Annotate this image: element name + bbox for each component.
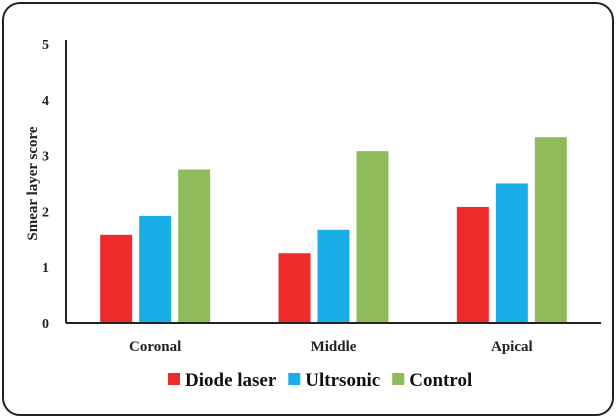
bar-ultrsonic-apical [495, 183, 528, 323]
bar-group [100, 137, 567, 323]
y-tick-labels: 0 1 2 3 4 5 [42, 38, 49, 332]
bar-control-middle [356, 151, 389, 323]
x-tick-labels: Coronal Middle Apical [129, 339, 533, 355]
bar-diode-laser-coronal [100, 234, 133, 323]
legend: Diode laser Ultrsonic Control [168, 370, 472, 391]
y-tick-label: 1 [42, 261, 49, 276]
y-tick-label: 3 [42, 150, 49, 165]
bar-diode-laser-middle [278, 253, 311, 323]
legend-swatch-diode-laser [168, 373, 180, 385]
legend-swatch-control [392, 373, 405, 385]
bar-ultrsonic-coronal [139, 215, 172, 323]
bar-ultrsonic-middle [317, 229, 350, 323]
y-tick-label: 2 [42, 205, 49, 220]
legend-swatch-ultrsonic [288, 373, 301, 385]
y-axis-title: Smear layer score [25, 126, 41, 240]
bar-control-apical [534, 137, 567, 323]
legend-label-ultrsonic: Ultrsonic [305, 370, 380, 391]
legend-label-control: Control [409, 370, 472, 391]
bar-control-coronal [178, 169, 211, 323]
y-tick-label: 4 [42, 94, 49, 109]
bar-diode-laser-apical [456, 206, 489, 323]
y-tick-label: 0 [42, 317, 49, 332]
x-tick-label-apical: Apical [491, 339, 533, 355]
legend-label-diode-laser: Diode laser [185, 370, 277, 391]
y-tick-label: 5 [42, 38, 49, 53]
x-tick-label-middle: Middle [311, 339, 357, 355]
x-tick-label-coronal: Coronal [129, 339, 181, 355]
